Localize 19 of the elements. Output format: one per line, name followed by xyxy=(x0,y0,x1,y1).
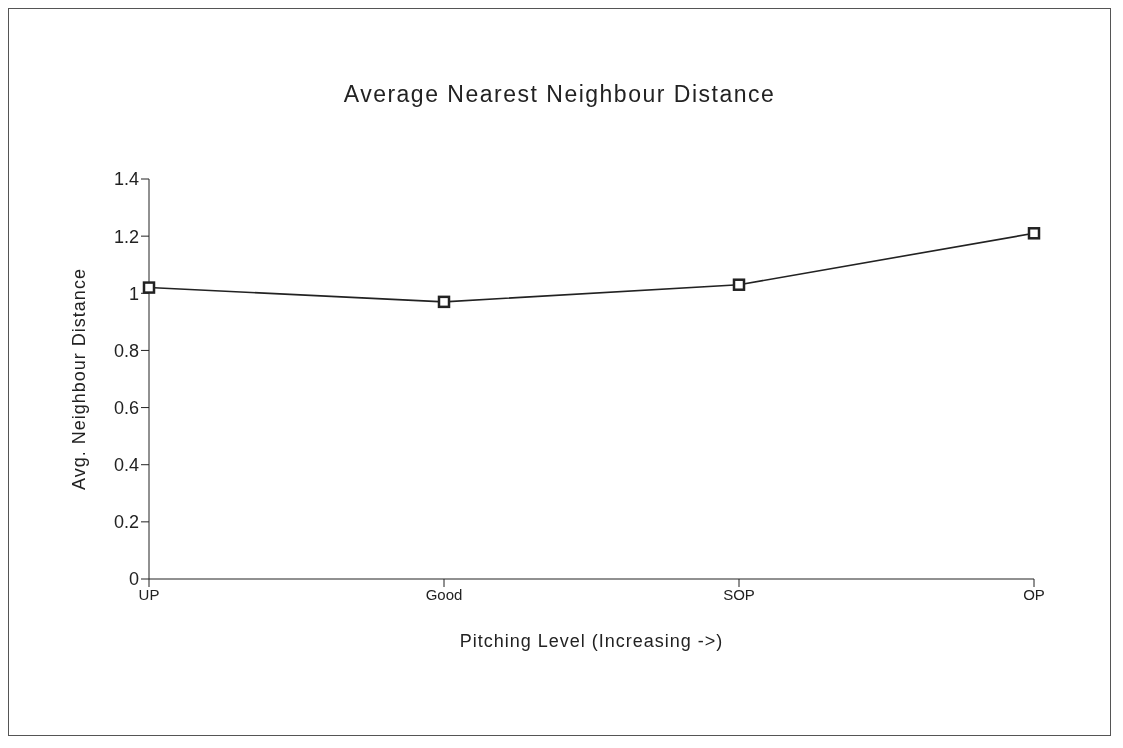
y-tick-label: 0.6 xyxy=(113,397,139,418)
point xyxy=(437,295,451,309)
chart-title: Average Nearest Neighbour Distance xyxy=(342,81,777,108)
y-tick-label: 1.2 xyxy=(113,226,139,247)
x-tick-label: SOP xyxy=(723,585,755,603)
y-tick-label: 0 xyxy=(128,569,139,590)
x-tick-label: Good xyxy=(425,585,463,603)
y-tick-label: 0.4 xyxy=(113,455,139,476)
y-axis-title: Avg. Neighbour Distance xyxy=(69,268,90,490)
y-tick-label: 1.4 xyxy=(113,169,139,190)
y-tick-label: 1 xyxy=(128,283,139,304)
y-tick-label: 0.8 xyxy=(113,340,139,361)
point xyxy=(142,281,156,294)
x-tick-label: OP xyxy=(1023,585,1045,603)
point xyxy=(732,278,746,291)
x-tick-label: UP xyxy=(138,585,160,603)
point xyxy=(1027,227,1041,240)
y-tick-label: 0.2 xyxy=(113,512,139,533)
x-axis-title: Pitching Level (Increasing ->) xyxy=(459,631,724,651)
